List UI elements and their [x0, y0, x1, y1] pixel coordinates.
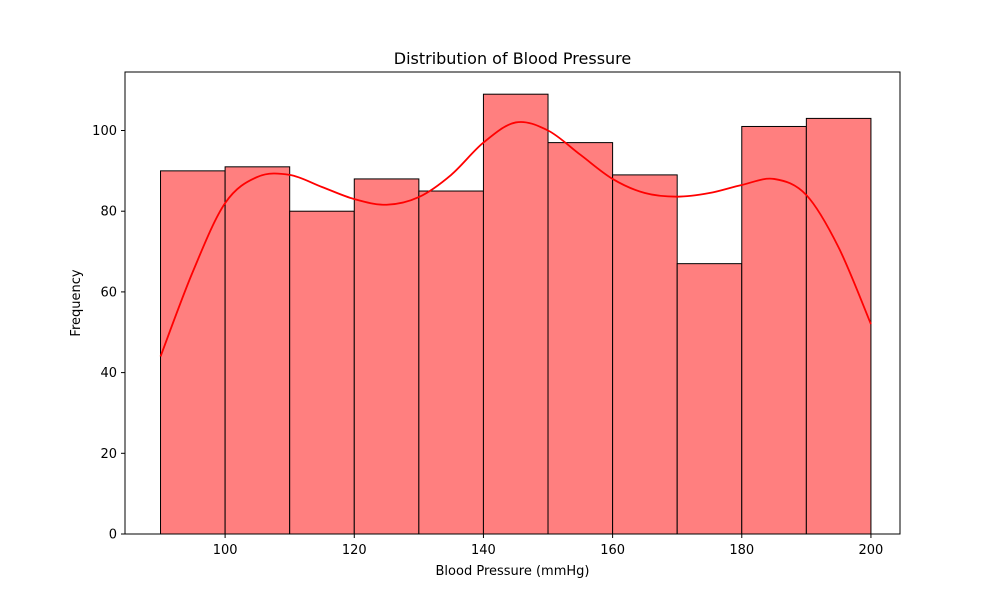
histogram-bar [225, 167, 290, 534]
y-axis-label: Frequency [69, 269, 84, 336]
y-tick-label: 40 [100, 366, 117, 381]
histogram-bar [613, 175, 678, 534]
histogram-bar [161, 171, 226, 534]
y-tick-label: 20 [100, 447, 117, 462]
histogram-bar [419, 191, 484, 534]
x-tick-label: 100 [213, 543, 238, 558]
histogram-bar [806, 118, 871, 534]
y-tick-label: 100 [92, 124, 117, 139]
x-tick-label: 200 [859, 543, 884, 558]
x-axis-label: Blood Pressure (mmHg) [436, 564, 590, 579]
histogram-bar [483, 94, 548, 534]
y-tick-label: 0 [109, 528, 117, 543]
x-tick-label: 120 [342, 543, 367, 558]
chart-title: Distribution of Blood Pressure [394, 49, 632, 68]
histogram-bar [290, 211, 355, 534]
histogram-bar [354, 179, 419, 534]
x-tick-label: 160 [600, 543, 625, 558]
y-tick-label: 60 [100, 285, 117, 300]
y-tick-label: 80 [100, 205, 117, 220]
histogram-bar [548, 143, 613, 534]
x-tick-label: 140 [471, 543, 496, 558]
histogram-bar [677, 264, 742, 534]
x-tick-label: 180 [729, 543, 754, 558]
